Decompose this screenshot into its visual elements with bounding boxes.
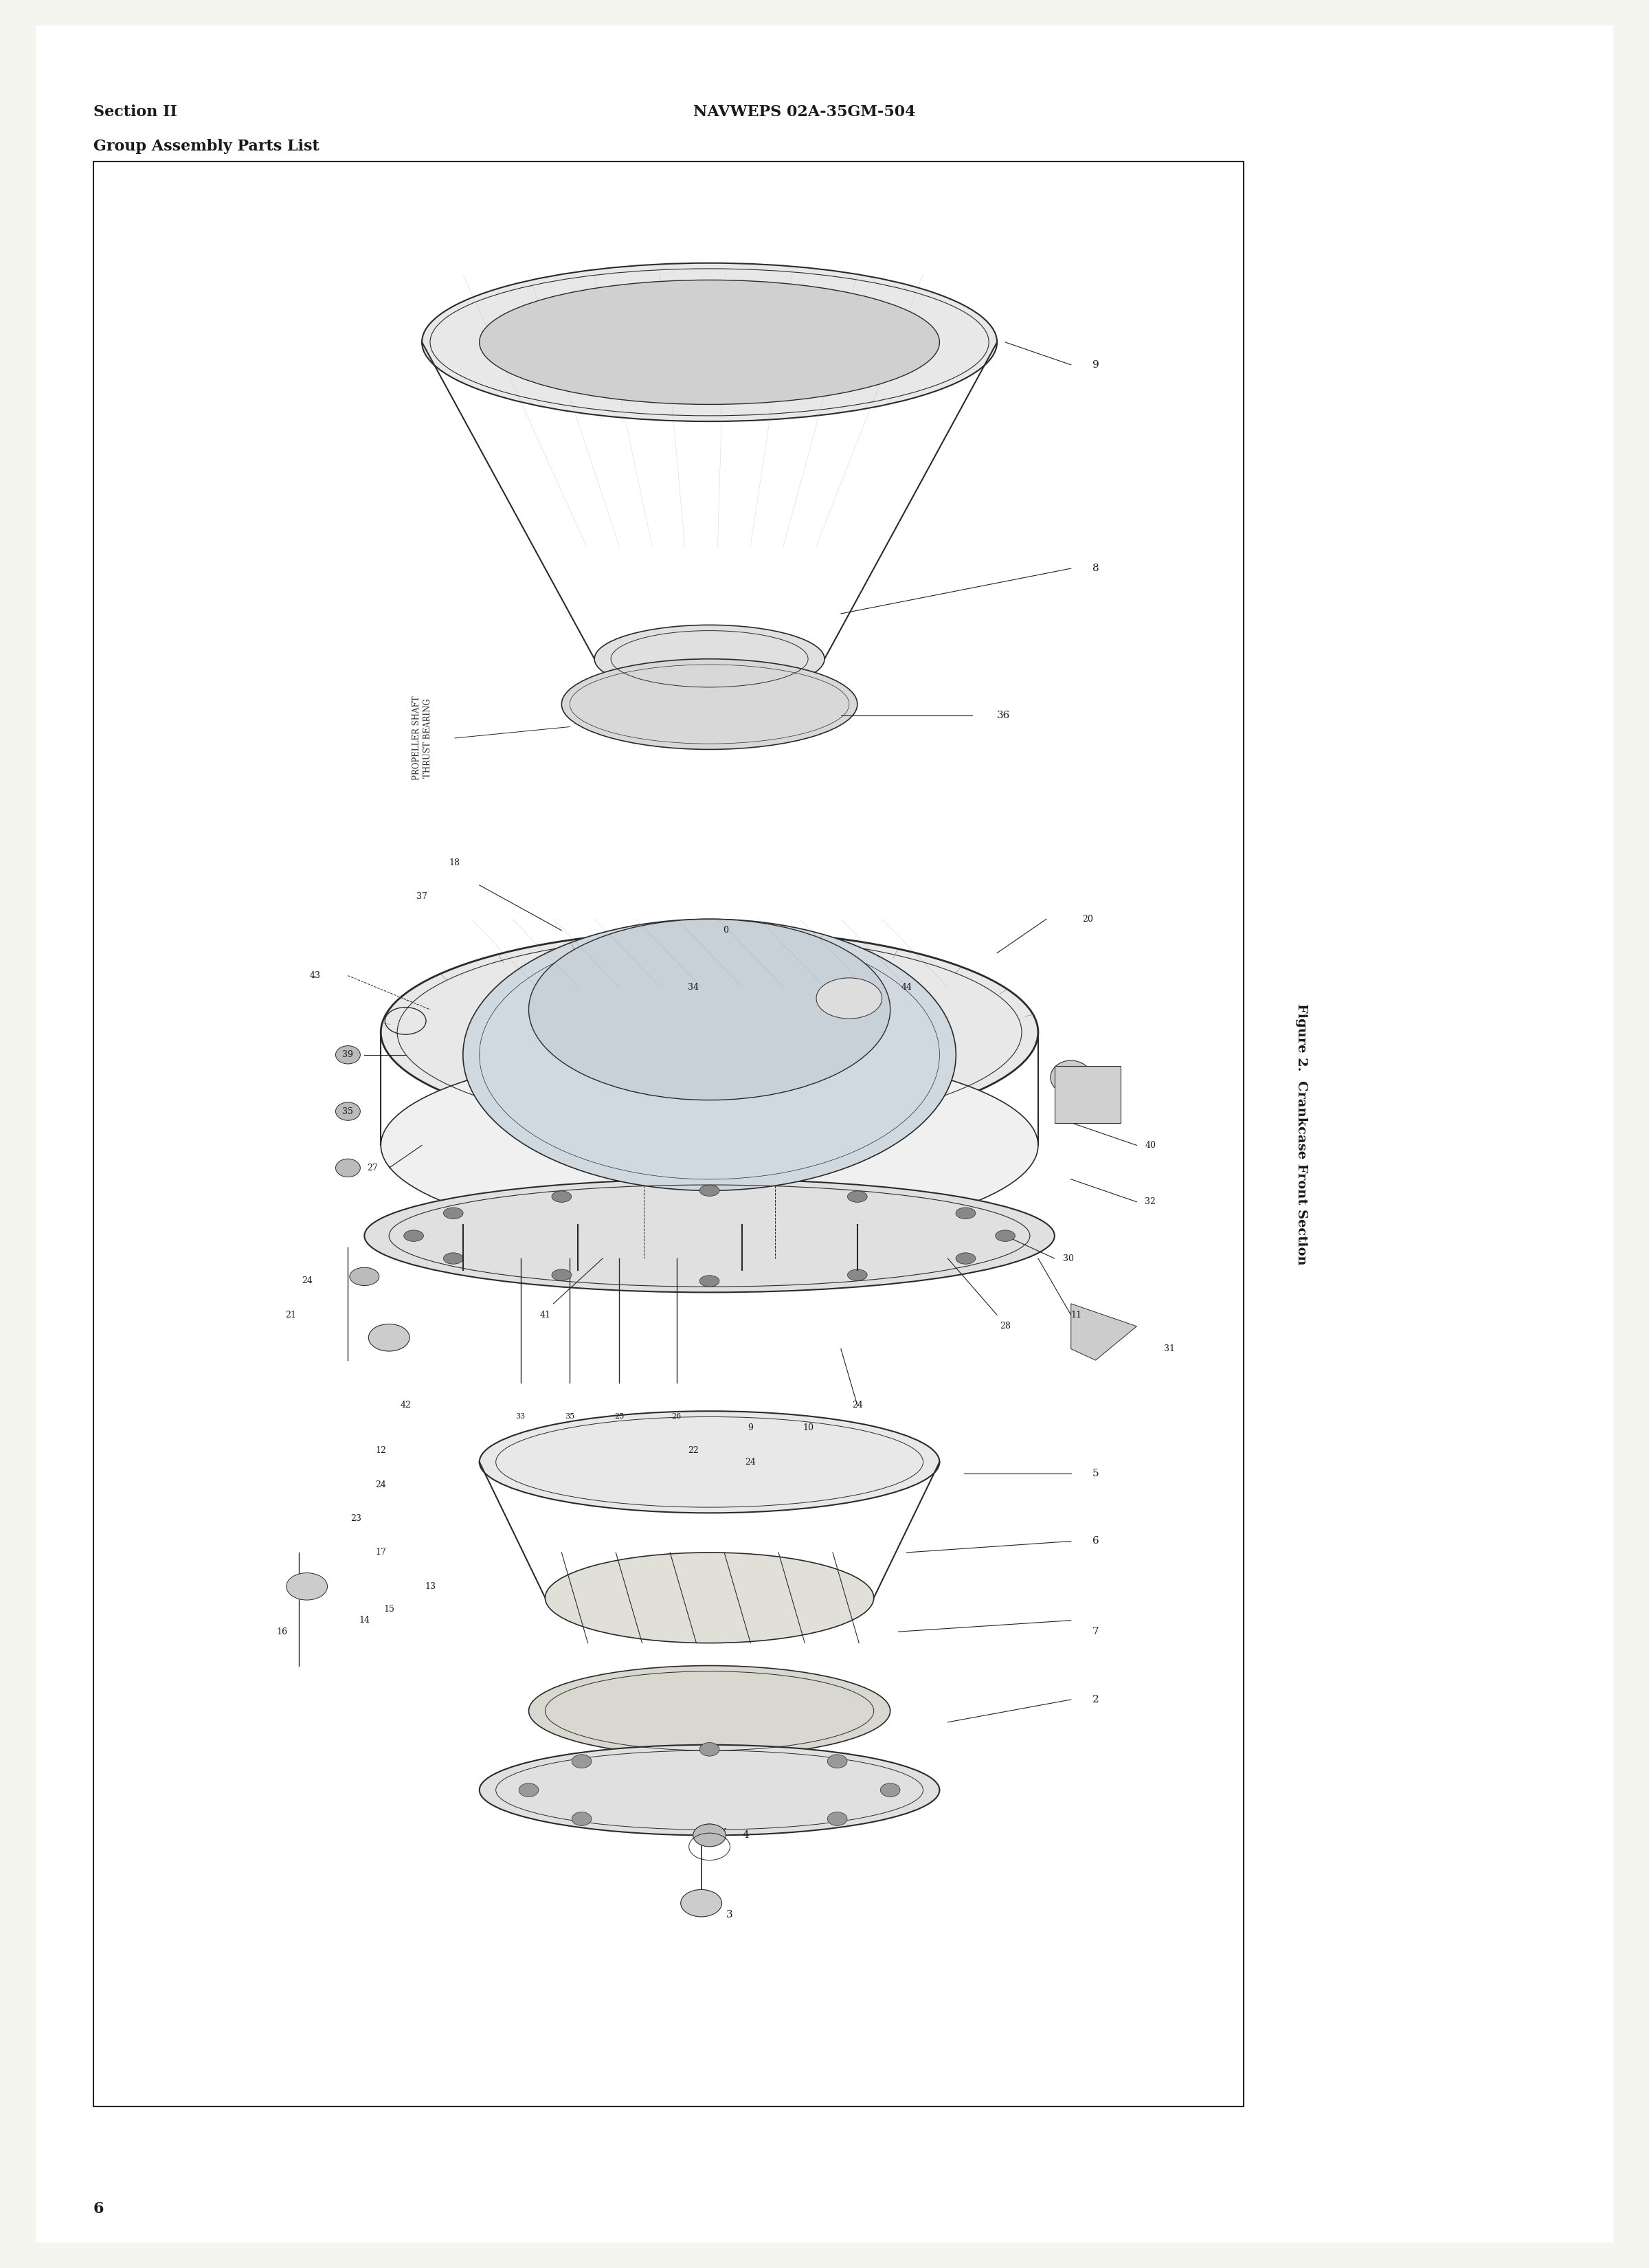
Text: 39: 39 bbox=[343, 1050, 353, 1059]
Text: 31: 31 bbox=[1164, 1345, 1176, 1354]
Text: 21: 21 bbox=[285, 1311, 295, 1320]
Text: 12: 12 bbox=[376, 1447, 386, 1456]
Text: 0: 0 bbox=[724, 925, 729, 934]
Ellipse shape bbox=[881, 1783, 900, 1796]
Text: 24: 24 bbox=[376, 1481, 386, 1490]
Text: 32: 32 bbox=[1144, 1198, 1156, 1207]
Text: 27: 27 bbox=[368, 1163, 378, 1173]
Text: 24: 24 bbox=[745, 1458, 755, 1467]
Text: 11: 11 bbox=[1070, 1311, 1082, 1320]
Text: 6: 6 bbox=[1092, 1535, 1098, 1547]
Text: 43: 43 bbox=[310, 971, 320, 980]
Text: 26: 26 bbox=[671, 1413, 681, 1420]
Ellipse shape bbox=[699, 1184, 719, 1195]
Ellipse shape bbox=[572, 1812, 592, 1826]
Ellipse shape bbox=[529, 919, 890, 1100]
Ellipse shape bbox=[381, 1050, 1039, 1241]
Text: NAVWEPS 02A-35GM-504: NAVWEPS 02A-35GM-504 bbox=[693, 104, 915, 120]
Text: 24: 24 bbox=[302, 1277, 312, 1286]
Text: 2: 2 bbox=[1092, 1694, 1098, 1703]
Ellipse shape bbox=[956, 1207, 976, 1218]
Text: 35: 35 bbox=[566, 1413, 576, 1420]
Ellipse shape bbox=[364, 1179, 1055, 1293]
Text: 17: 17 bbox=[376, 1549, 386, 1558]
Ellipse shape bbox=[463, 919, 956, 1191]
Text: 15: 15 bbox=[384, 1606, 394, 1613]
Ellipse shape bbox=[956, 1252, 976, 1263]
Text: 37: 37 bbox=[417, 891, 427, 900]
Ellipse shape bbox=[848, 1191, 867, 1202]
Ellipse shape bbox=[681, 1889, 722, 1916]
Ellipse shape bbox=[546, 1554, 874, 1642]
Text: Group Assembly Parts List: Group Assembly Parts List bbox=[94, 138, 320, 154]
Text: 28: 28 bbox=[999, 1322, 1011, 1331]
Text: 23: 23 bbox=[351, 1515, 361, 1524]
Text: 9: 9 bbox=[749, 1424, 754, 1433]
Ellipse shape bbox=[381, 930, 1039, 1134]
Ellipse shape bbox=[336, 1046, 359, 1064]
Ellipse shape bbox=[996, 1229, 1016, 1241]
Bar bbox=[94, 161, 1243, 2107]
Text: 34: 34 bbox=[688, 982, 699, 991]
Text: 4: 4 bbox=[742, 1830, 749, 1839]
Ellipse shape bbox=[693, 1823, 726, 1846]
Ellipse shape bbox=[444, 1207, 463, 1218]
Ellipse shape bbox=[350, 1268, 379, 1286]
Text: 22: 22 bbox=[688, 1447, 699, 1456]
Text: 42: 42 bbox=[401, 1402, 411, 1411]
Text: 5: 5 bbox=[1092, 1470, 1098, 1479]
Ellipse shape bbox=[552, 1270, 572, 1281]
Ellipse shape bbox=[368, 1325, 409, 1352]
Text: PROPELLER SHAFT
THRUST BEARING: PROPELLER SHAFT THRUST BEARING bbox=[412, 696, 432, 780]
Text: 10: 10 bbox=[803, 1424, 813, 1433]
Text: 40: 40 bbox=[1144, 1141, 1156, 1150]
Text: 25: 25 bbox=[613, 1413, 623, 1420]
Ellipse shape bbox=[699, 1275, 719, 1286]
Text: Section II: Section II bbox=[94, 104, 176, 120]
Ellipse shape bbox=[287, 1574, 328, 1599]
Ellipse shape bbox=[816, 978, 882, 1018]
Text: 8: 8 bbox=[1092, 565, 1098, 574]
Text: 41: 41 bbox=[539, 1311, 551, 1320]
Ellipse shape bbox=[336, 1159, 359, 1177]
Ellipse shape bbox=[828, 1755, 848, 1769]
Ellipse shape bbox=[572, 1755, 592, 1769]
Text: Figure 2.  Crankcase Front Section: Figure 2. Crankcase Front Section bbox=[1294, 1002, 1308, 1266]
Polygon shape bbox=[1070, 1304, 1136, 1361]
FancyBboxPatch shape bbox=[36, 25, 1613, 2243]
Text: 24: 24 bbox=[853, 1402, 862, 1411]
Text: 18: 18 bbox=[449, 857, 460, 866]
Ellipse shape bbox=[1050, 1061, 1092, 1095]
Ellipse shape bbox=[480, 1744, 940, 1835]
Ellipse shape bbox=[562, 660, 857, 748]
Text: 35: 35 bbox=[343, 1107, 353, 1116]
Ellipse shape bbox=[552, 1191, 572, 1202]
Text: 7: 7 bbox=[1092, 1626, 1098, 1637]
Ellipse shape bbox=[848, 1270, 867, 1281]
Text: 44: 44 bbox=[900, 982, 912, 991]
Ellipse shape bbox=[336, 1102, 359, 1120]
Text: 33: 33 bbox=[516, 1413, 526, 1420]
Ellipse shape bbox=[404, 1229, 424, 1241]
Ellipse shape bbox=[519, 1783, 539, 1796]
Text: 16: 16 bbox=[277, 1626, 287, 1635]
Text: 9: 9 bbox=[1092, 361, 1098, 370]
Text: 3: 3 bbox=[726, 1910, 732, 1919]
Text: 6: 6 bbox=[94, 2200, 104, 2216]
Text: 20: 20 bbox=[1082, 914, 1093, 923]
Ellipse shape bbox=[594, 626, 824, 692]
Ellipse shape bbox=[699, 1823, 719, 1837]
Ellipse shape bbox=[529, 1665, 890, 1755]
Bar bbox=[1055, 1066, 1120, 1123]
Ellipse shape bbox=[480, 1411, 940, 1513]
Ellipse shape bbox=[480, 279, 940, 404]
Ellipse shape bbox=[422, 263, 998, 422]
Text: 13: 13 bbox=[425, 1583, 435, 1590]
Text: 30: 30 bbox=[1062, 1254, 1073, 1263]
Ellipse shape bbox=[699, 1742, 719, 1755]
Text: 36: 36 bbox=[998, 710, 1011, 721]
Text: 14: 14 bbox=[359, 1615, 369, 1624]
Ellipse shape bbox=[444, 1252, 463, 1263]
Ellipse shape bbox=[828, 1812, 848, 1826]
